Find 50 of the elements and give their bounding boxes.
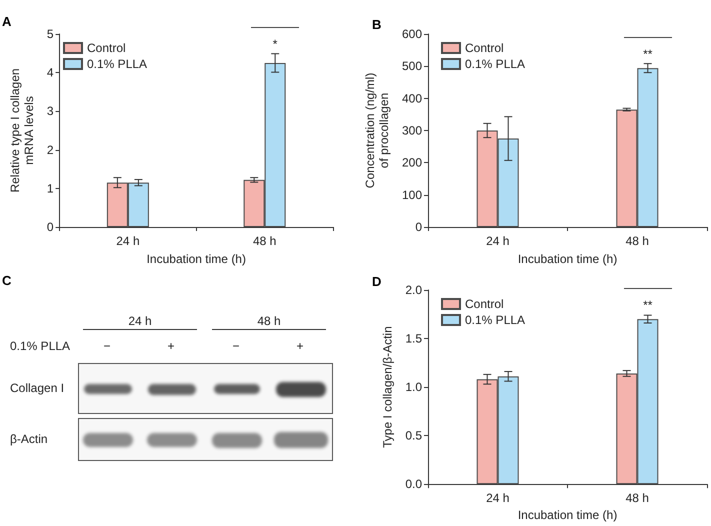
- y-tick-label: 0: [415, 220, 422, 234]
- y-axis-title: Concentration (ng/ml) of procollagen: [363, 72, 392, 188]
- legend-label: 0.1% PLLA: [465, 313, 526, 327]
- y-tick-label: 0: [46, 220, 54, 234]
- y-tick-label: 0.0: [405, 477, 422, 492]
- x-tick-label: 48 h: [626, 234, 649, 248]
- y-axis-title: Relative type I collagen mRNA levels: [8, 68, 36, 193]
- y-tick-label: 4: [46, 66, 54, 80]
- annotation: **: [643, 298, 652, 312]
- text: −: [103, 339, 111, 353]
- chart-title: B: [372, 17, 382, 32]
- x-axis-title: Incubation time (h): [146, 252, 246, 266]
- y-tick-label: 200: [402, 156, 422, 170]
- text: 24 h: [128, 314, 152, 328]
- text: C: [2, 273, 12, 288]
- legend-label: Control: [465, 41, 504, 55]
- y-tick-label: 1: [46, 181, 54, 196]
- chart-title: A: [2, 14, 12, 29]
- text: 48 h: [257, 314, 281, 328]
- x-axis-title: Incubation time (h): [518, 252, 618, 266]
- y-tick-label: 1.0: [405, 380, 422, 394]
- y-tick-label: 100: [402, 188, 422, 202]
- legend-label: 0.1% PLLA: [465, 57, 526, 71]
- y-tick-label: 400: [402, 91, 422, 106]
- y-tick-label: 5: [46, 27, 54, 41]
- y-tick-label: 300: [402, 124, 422, 138]
- y-tick-label: 3: [46, 104, 54, 118]
- y-tick-label: 0.5: [405, 428, 422, 443]
- x-axis-title: Incubation time (h): [518, 508, 618, 522]
- y-tick-label: 600: [402, 27, 422, 41]
- chart-title: D: [372, 274, 382, 289]
- text: Collagen I: [10, 381, 64, 395]
- text: 0.1% PLLA: [10, 339, 70, 353]
- y-tick-label: 2: [46, 142, 54, 157]
- text: +: [167, 339, 175, 353]
- annotation: *: [272, 36, 278, 51]
- x-tick-label: 48 h: [252, 234, 276, 248]
- y-tick-label: 1.5: [405, 332, 422, 346]
- annotation: **: [643, 46, 652, 61]
- y-tick-label: 2.0: [405, 283, 422, 297]
- y-axis-title: Type I collagen/β-Actin: [380, 326, 394, 448]
- y-tick-label: 500: [402, 59, 422, 74]
- text: −: [232, 339, 240, 353]
- x-tick-label: 24 h: [116, 234, 140, 248]
- text: +: [296, 339, 304, 353]
- text: β-Actin: [10, 432, 48, 446]
- legend-label: 0.1% PLLA: [87, 57, 148, 71]
- x-tick-label: 24 h: [486, 234, 510, 248]
- legend-label: Control: [465, 297, 504, 311]
- legend-label: Control: [87, 41, 126, 55]
